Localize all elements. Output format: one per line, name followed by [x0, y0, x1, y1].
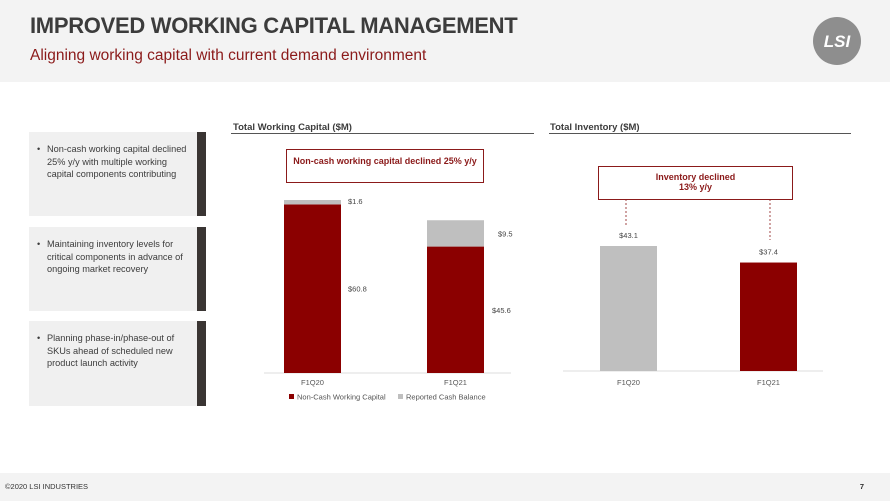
- header-band: IMPROVED WORKING CAPITAL MANAGEMENT Alig…: [0, 0, 890, 82]
- x-tick-label: F1Q20: [617, 378, 640, 387]
- chart-title-rule: [549, 133, 851, 134]
- footer-copyright: ©2020 LSI INDUSTRIES: [5, 482, 89, 491]
- legend-swatch-cash: [398, 394, 403, 399]
- bullet-accent-bar: [197, 227, 206, 311]
- bar-f1q20: [600, 246, 657, 371]
- bullet-box-2: Maintaining inventory levels for critica…: [29, 227, 197, 311]
- data-label: $60.8: [348, 285, 367, 294]
- page-title: IMPROVED WORKING CAPITAL MANAGEMENT: [30, 13, 518, 38]
- lsi-logo-icon: LSI: [813, 17, 861, 65]
- bar-f1q20-series-1: [284, 200, 341, 205]
- inventory-callout: Inventory declined 13% y/y: [598, 166, 793, 200]
- bar-f1q21-series-1: [427, 220, 484, 247]
- data-label: $1.6: [348, 197, 363, 206]
- chart-title-inventory: Total Inventory ($M): [550, 122, 640, 133]
- bullet-text: Maintaining inventory levels for critica…: [37, 238, 191, 276]
- working-capital-chart: $60.8 $1.6 F1Q20 $45.6 $9.5 F1Q21 Non-Cash Wo…: [264, 197, 513, 402]
- svg-text:LSI: LSI: [824, 32, 852, 51]
- page-subtitle: Aligning working capital with current de…: [30, 47, 427, 64]
- footer-band: ©2020 LSI INDUSTRIES 7: [0, 473, 890, 501]
- page-number: 7: [859, 482, 864, 491]
- legend-label-cash: Reported Cash Balance: [406, 393, 486, 402]
- data-label: $45.6: [492, 306, 511, 315]
- chart-title-rule: [231, 133, 534, 134]
- data-label: $43.1: [619, 231, 638, 240]
- bullet-box-3: Planning phase-in/phase-out of SKUs ahea…: [29, 321, 197, 406]
- bullet-accent-bar: [197, 321, 206, 406]
- data-label: $9.5: [498, 229, 513, 238]
- bullet-text: Non-cash working capital declined 25% y/…: [37, 143, 191, 181]
- bullet-accent-bar: [197, 132, 206, 216]
- bar-f1q21: [740, 262, 797, 371]
- bar-f1q21-series-0: [427, 246, 484, 373]
- inventory-callout-line1: Inventory declined: [655, 172, 736, 182]
- bar-f1q20-series-0: [284, 204, 341, 373]
- x-tick-label: F1Q21: [757, 378, 780, 387]
- working-capital-callout: Non-cash working capital declined 25% y/…: [286, 149, 484, 183]
- inventory-callout-line2: 13% y/y: [678, 182, 713, 192]
- legend-label-non-cash: Non-Cash Working Capital: [297, 393, 386, 402]
- x-tick-label: F1Q20: [301, 378, 324, 387]
- chart-legend: Non-Cash Working Capital Reported Cash B…: [289, 393, 486, 402]
- inventory-chart: $43.1 F1Q20 $37.4 F1Q21: [563, 199, 823, 387]
- x-tick-label: F1Q21: [444, 378, 467, 387]
- bullet-box-1: Non-cash working capital declined 25% y/…: [29, 132, 197, 216]
- data-label: $37.4: [759, 248, 778, 257]
- chart-title-working-capital: Total Working Capital ($M): [233, 122, 352, 133]
- bullet-text: Planning phase-in/phase-out of SKUs ahea…: [37, 332, 191, 370]
- legend-swatch-non-cash: [289, 394, 294, 399]
